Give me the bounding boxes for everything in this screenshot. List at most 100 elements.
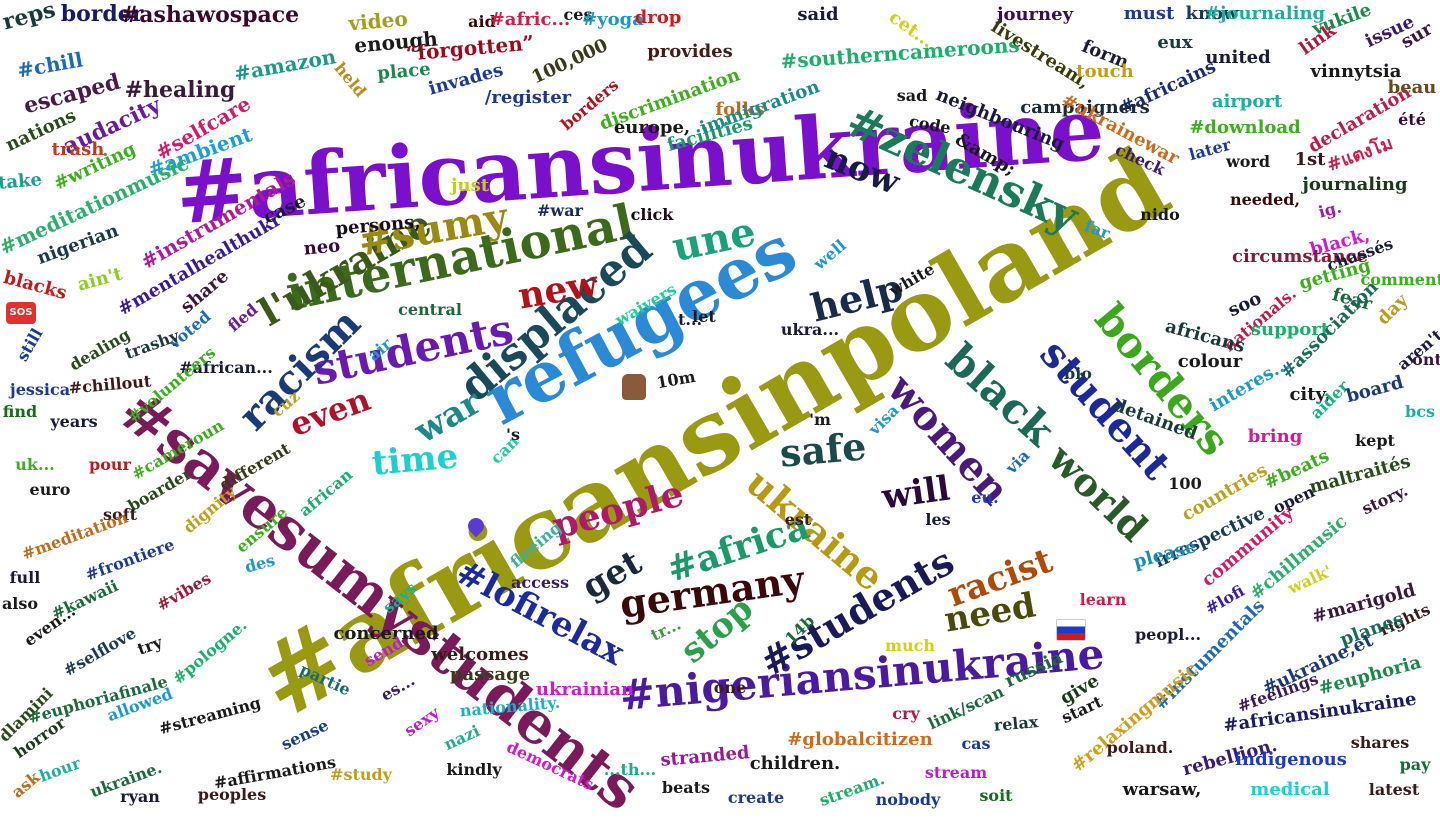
word-comment: comment, xyxy=(1360,270,1440,289)
word-europe: europe, xyxy=(613,117,691,138)
word-ask: ask xyxy=(7,767,44,802)
word-trash: trash xyxy=(51,139,105,160)
word-concerned: concerned xyxy=(333,623,439,644)
word-latest: latest xyxy=(1368,780,1420,799)
word-amazon: #amazon xyxy=(232,44,338,86)
word-uk: uk... xyxy=(15,455,55,474)
word-bring: bring xyxy=(1247,426,1303,447)
word-ashawospace: #ashawospace xyxy=(120,2,300,28)
word-take: take xyxy=(0,169,43,194)
word-know: know xyxy=(1185,3,1239,24)
word-indigenous: indigenous xyxy=(1235,749,1347,770)
word-poland: poland. xyxy=(1106,738,1174,757)
word-safe: safe xyxy=(777,423,869,476)
word-board: board xyxy=(1343,371,1406,408)
word-nido: nido xyxy=(1140,205,1180,224)
word-blacks: blacks xyxy=(1,267,70,305)
word-hour: hour xyxy=(36,753,83,786)
word-t: t... xyxy=(677,310,703,329)
word-link: link xyxy=(1295,19,1340,60)
word-globalcitizen: #globalcitizen xyxy=(787,729,933,750)
word-vibes: #vibes xyxy=(153,568,215,615)
word-sexy: sexy xyxy=(400,702,443,741)
word-day: day xyxy=(1372,289,1413,330)
word-let: let xyxy=(692,307,716,326)
word-african: african xyxy=(295,464,357,521)
word-pour: pour xyxy=(89,455,131,474)
word-still: still xyxy=(12,325,47,365)
word-war: #war xyxy=(537,201,583,220)
word-sad: sad xyxy=(896,86,928,105)
word-cas: cas xyxy=(961,734,991,753)
word-study: #study xyxy=(330,765,392,784)
word-ukrainian: ukrainian xyxy=(535,679,635,700)
word-also: also xyxy=(1,594,39,613)
word-southerncameroons: #southerncameroons xyxy=(779,32,1021,74)
word-100-000: 100,000 xyxy=(528,34,612,89)
word-neo: neo xyxy=(302,235,342,260)
word-airport: airport xyxy=(1211,91,1283,112)
word-welcomes: welcomes xyxy=(431,644,529,665)
word-reps: reps xyxy=(0,0,59,36)
word-years: years xyxy=(50,412,98,431)
word-medical: medical xyxy=(1250,779,1330,800)
word-well: well xyxy=(809,235,850,274)
word-find: find xyxy=(2,402,38,421)
word-access: access xyxy=(510,573,570,592)
word-learn: learn xyxy=(1079,590,1127,609)
word-must: must xyxy=(1123,3,1175,24)
word-ukra: ukra... xyxy=(780,320,840,339)
word-create: create xyxy=(727,788,785,807)
word-yoga: #yoga xyxy=(582,9,644,30)
word-ryan: ryan xyxy=(120,787,160,806)
word-folks: folks xyxy=(715,99,765,120)
word-register: /register xyxy=(484,87,572,108)
word-jessica: jessica xyxy=(9,380,71,399)
word-m: 'm xyxy=(809,410,831,429)
word-kindly: kindly xyxy=(446,760,502,779)
word-vinnytsia: vinnytsia xyxy=(1310,61,1402,82)
word-ain-t: ain't xyxy=(75,263,125,296)
word-chill: #chill xyxy=(15,47,85,83)
word-circumstance: circumstance xyxy=(1232,246,1368,267)
word-ces: ces xyxy=(563,5,593,24)
word-frontiere: #frontiere xyxy=(82,534,177,585)
word-journaling: journaling xyxy=(1302,174,1408,195)
word-aid: aid xyxy=(468,12,496,31)
word-healing: #healing xyxy=(124,77,236,103)
word-eu: eu. xyxy=(971,488,999,507)
word-stranded: stranded xyxy=(659,742,751,771)
word-stream: stream xyxy=(924,763,988,782)
word-1st: 1st xyxy=(1294,149,1326,170)
word-just: just xyxy=(450,175,490,196)
word-100: 100 xyxy=(1168,474,1202,493)
word-des: des xyxy=(242,550,277,577)
word-provides: provides xyxy=(647,41,733,62)
word-peoples: peoples xyxy=(197,785,267,804)
word-relax: relax xyxy=(992,712,1039,735)
word-t: été xyxy=(1398,110,1426,129)
word-afric: #afric... xyxy=(489,9,571,30)
word-trashy: trashy xyxy=(122,326,182,364)
word-city: city, xyxy=(1289,384,1331,405)
word-euro: euro xyxy=(29,480,71,499)
word-nazi: nazi xyxy=(440,721,483,755)
word-needed: needed, xyxy=(1229,190,1301,209)
word-said: said xyxy=(797,4,839,25)
word-place: place xyxy=(376,58,432,85)
word-african: #african... xyxy=(179,358,273,377)
word-selflove: #selflove xyxy=(60,623,140,680)
word-kept: kept xyxy=(1355,431,1395,450)
word-eux: eux xyxy=(1157,32,1193,53)
word-touch: touch xyxy=(1076,61,1134,82)
word-ont: ont xyxy=(1412,350,1440,369)
word-journaling: #journaling xyxy=(1204,3,1326,24)
word-story: story. xyxy=(1358,480,1411,519)
word-try: try xyxy=(134,632,165,659)
word-will: will xyxy=(879,468,953,518)
word-time: time xyxy=(370,436,460,484)
word-nobody: nobody xyxy=(875,790,941,809)
word-click: click xyxy=(630,205,674,224)
russia-flag-icon xyxy=(1056,619,1086,641)
sos-icon: SOS xyxy=(6,302,36,324)
